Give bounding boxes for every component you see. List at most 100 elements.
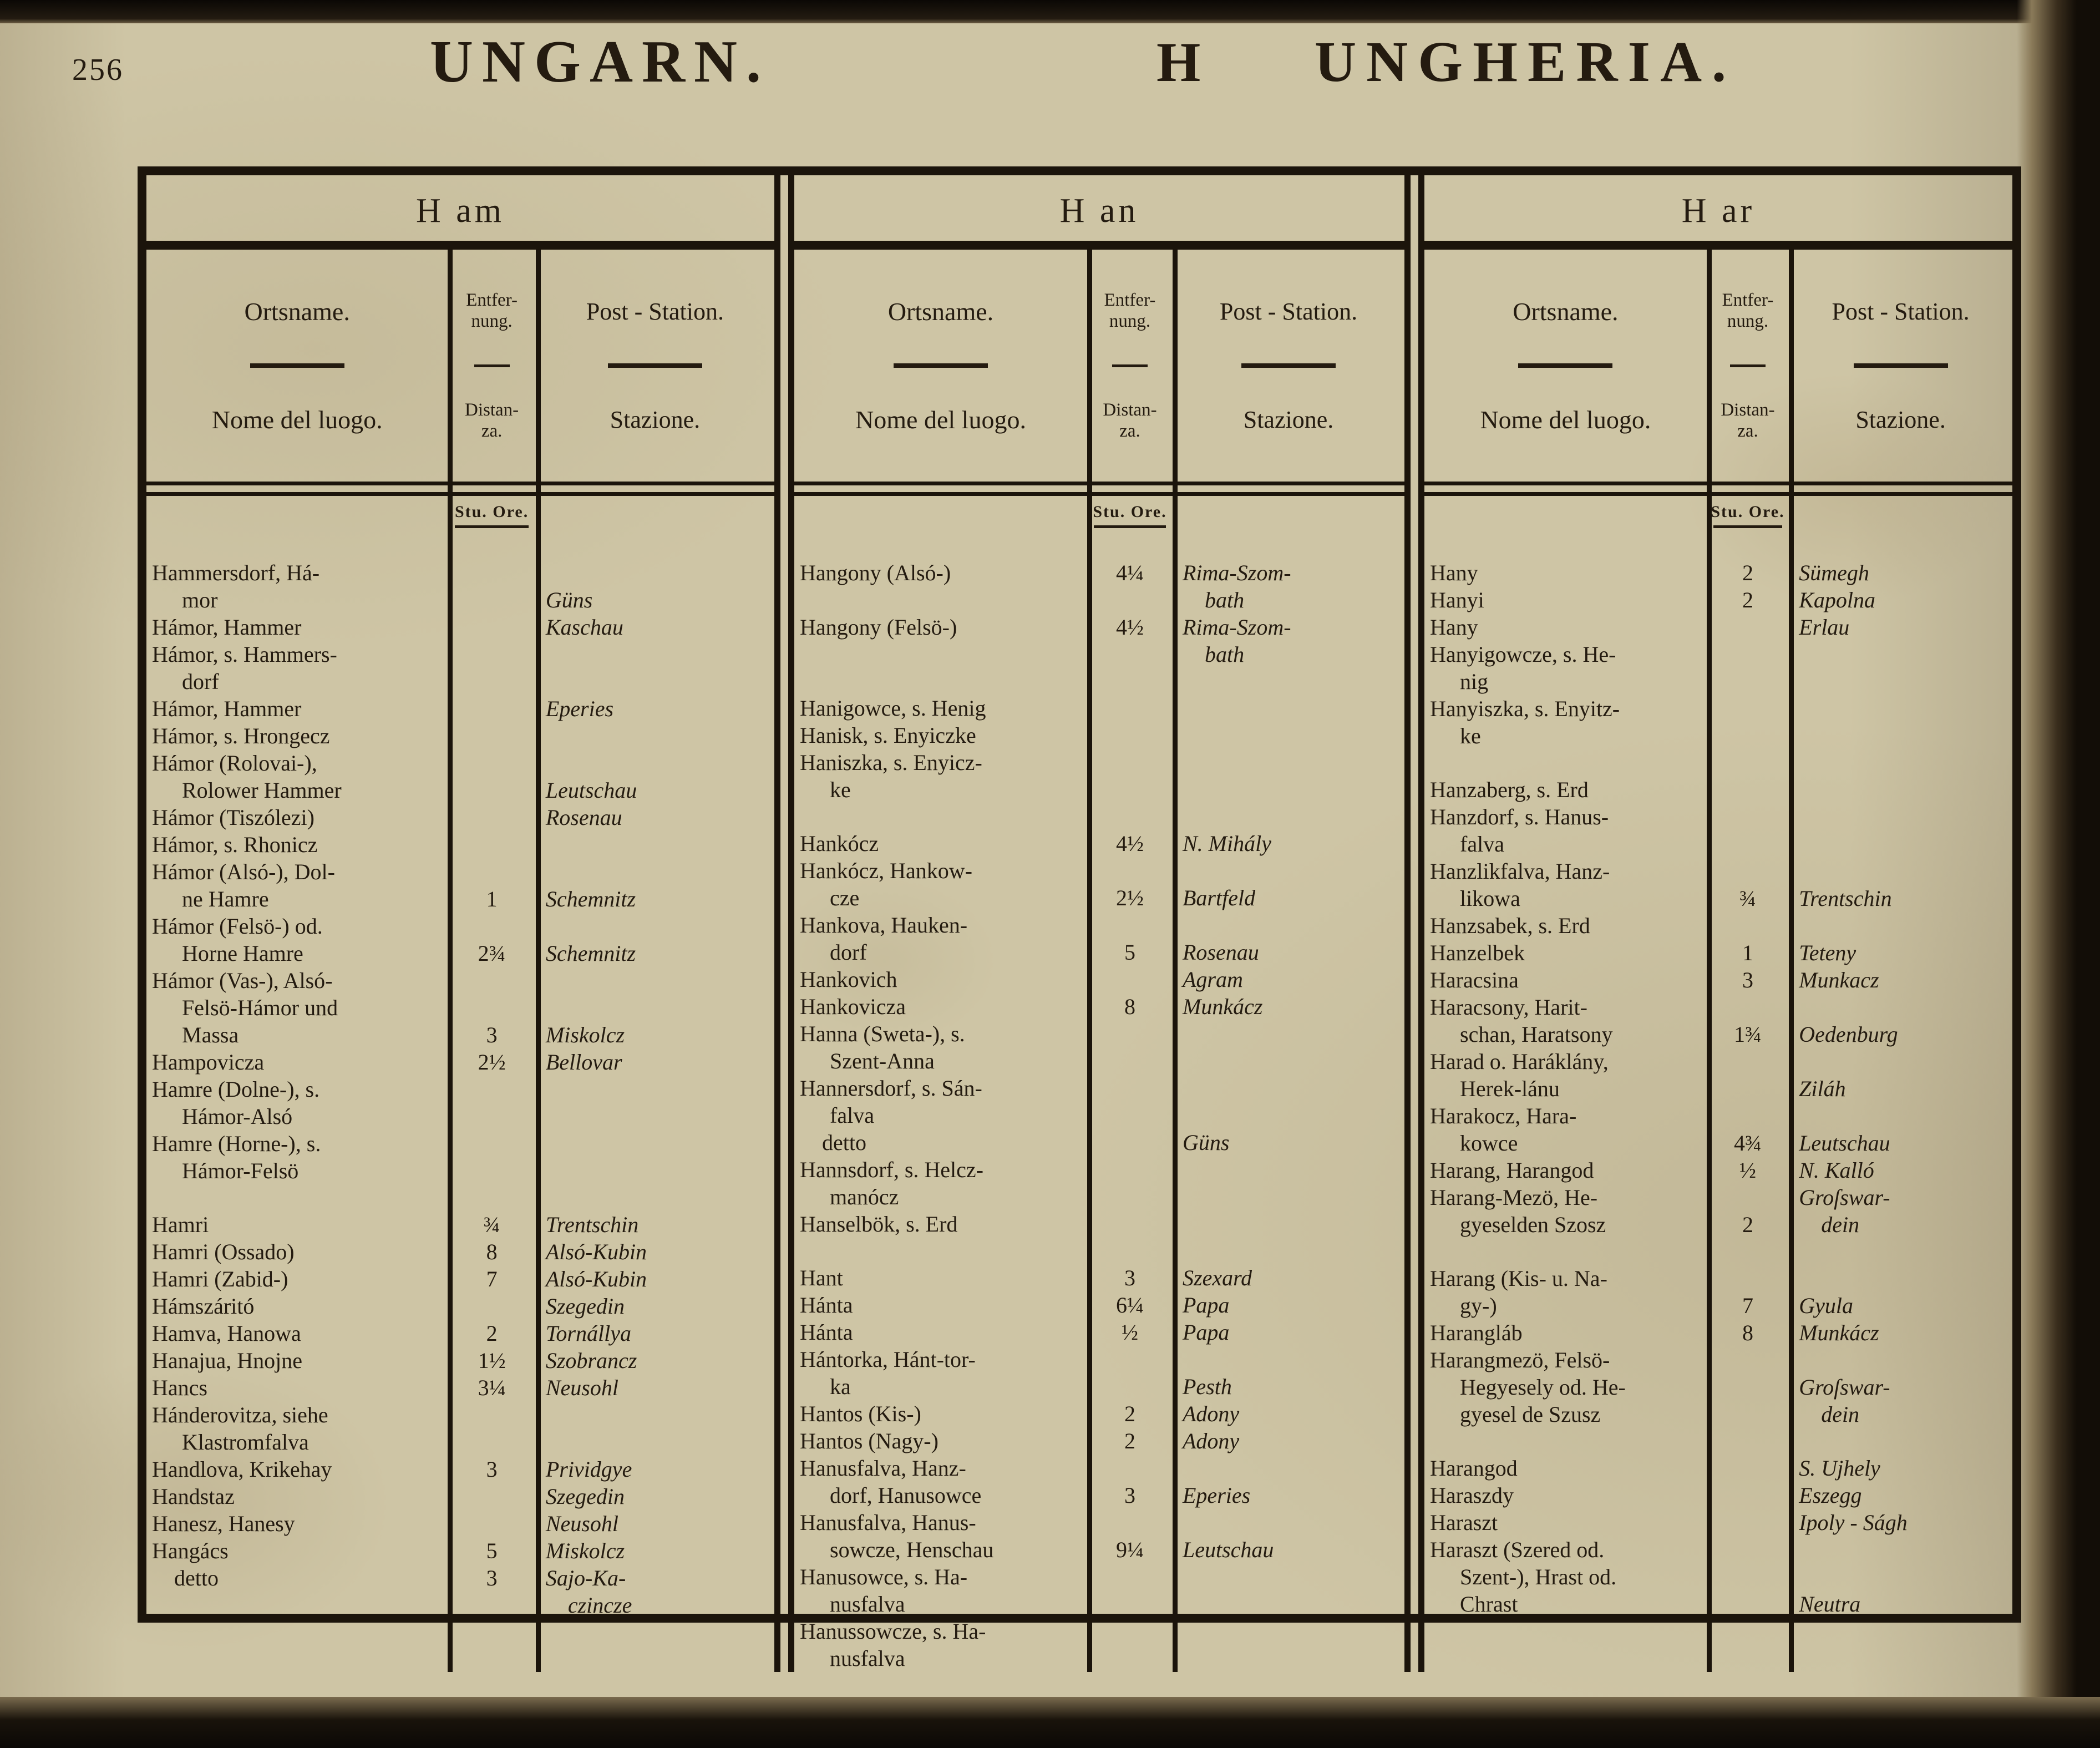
place-name: Hámszáritó [152, 1294, 255, 1319]
column-group: H an Ortsname. Nome del luogo. Entfer- n… [794, 175, 1404, 1672]
table-row: Hámor, Hammer Kaschau [146, 614, 774, 641]
table-row: Hámor, s. Hrongecz [146, 722, 774, 749]
table-row: Hamre (Horne-), s. Hámor-Felsö [146, 1130, 774, 1184]
header-station-italian: Stazione. [1855, 406, 1946, 433]
header-place: Ortsname. Nome del luogo. [794, 250, 1087, 482]
header-station-german: Post - Station. [586, 298, 724, 325]
post-station: Papa [1183, 1293, 1230, 1318]
place-name: Hammersdorf, Há- mor [152, 560, 320, 612]
place-name: Hany [1430, 615, 1478, 640]
place-name: Hany [1430, 560, 1478, 585]
table-row: Hancs 3¼ Neusohl [146, 1374, 774, 1401]
table-row: Hámor (Vas-), Alsó- Felsö-Hámor und Mass… [146, 967, 774, 1048]
post-station: Leutschau [545, 778, 637, 803]
distance-value: 3 [486, 1022, 498, 1047]
table-row: Hanesz, Hanesy Neusohl [146, 1510, 774, 1537]
group-separator-rule [1404, 175, 1424, 1672]
place-name: Hanusowce, s. Ha- nusfalva [800, 1564, 968, 1617]
place-name: Hanyigowcze, s. He- nig [1430, 642, 1616, 694]
header-place-italian: Nome del luogo. [855, 406, 1026, 434]
place-name: Hancs [152, 1375, 207, 1400]
header-station-german: Post - Station. [1832, 298, 1970, 325]
post-station: Neusohl [545, 1511, 618, 1536]
place-name: Harang (Kis- u. Na- gy-) [1430, 1266, 1607, 1318]
table-row: Hántorka, Hánt-tor- ka Pesth [794, 1346, 1404, 1400]
table-row: Hámor, s. Rhonicz [146, 831, 774, 858]
table-row: Hanna (Sweta-), s. Szent-Anna [794, 1020, 1404, 1075]
distance-value: 4¼ [1116, 560, 1144, 585]
table-row: Hanisk, s. Enyiczke [794, 722, 1404, 749]
post-station: Rima-Szom- bath [1183, 615, 1291, 667]
column-headers: Ortsname. Nome del luogo. Entfer- nung. … [794, 250, 1404, 482]
post-station: Leutschau [1799, 1131, 1890, 1156]
post-station: Bellovar [545, 1050, 622, 1075]
post-station: Güns [545, 587, 593, 612]
header-place-italian: Nome del luogo. [1480, 406, 1651, 434]
distance-value: 4½ [1116, 615, 1144, 640]
post-station: Neusohl [545, 1375, 618, 1400]
post-station: Alsó-Kubin [545, 1266, 647, 1291]
post-station: Prividgye [545, 1457, 632, 1482]
table-row: Hany Erlau [1424, 614, 2012, 641]
divider-dash [1518, 363, 1613, 368]
place-name: Hámor, Hammer [152, 696, 302, 721]
post-station: Adony [1183, 1401, 1240, 1426]
distance-value: 2 [1742, 560, 1753, 585]
table-row: Hammersdorf, Há- mor Güns [146, 559, 774, 614]
unit-row: Stu. Ore. [794, 496, 1404, 550]
post-station: Ziláh [1799, 1076, 1846, 1101]
table-row: Harangláb 8 Munkácz [1424, 1319, 2012, 1346]
place-name: Hanisk, s. Enyiczke [800, 723, 976, 748]
header-distance-italian: Distan- za. [465, 399, 519, 441]
header-distance-german: Entfer- nung. [466, 290, 518, 332]
distance-value: 5 [1124, 940, 1135, 965]
distance-value: ½ [1739, 1158, 1756, 1183]
group-rows: Hany 2 Sümegh Hanyi 2 Kapolna Hany Erlau Hanyigo… [1424, 550, 2012, 1672]
place-name: Haniszka, s. Enyicz- ke [800, 750, 982, 802]
distance-value: 7 [1742, 1293, 1753, 1318]
header-distance-italian: Distan- za. [1721, 399, 1775, 441]
distance-value: 5 [486, 1538, 498, 1563]
double-rule [794, 482, 1404, 496]
place-name: Hámor, Hammer [152, 615, 302, 640]
place-name: Hámor, s. Hammers- dorf [152, 642, 337, 694]
header-station: Post - Station. Stazione. [1173, 250, 1404, 482]
post-station: Eperies [1183, 1483, 1251, 1508]
table-row: Hamva, Hanowa 2 Tornállya [146, 1320, 774, 1347]
unit-label: Stu. Ore. [1087, 503, 1173, 528]
table-row: Hánderovitza, siehe Klastromfalva [146, 1401, 774, 1456]
table-row: Hámor (Alsó-), Dol- ne Hamre 1 Schemnitz [146, 858, 774, 913]
table-row: Handstaz Szegedin [146, 1483, 774, 1510]
place-name: Hanzlikfalva, Hanz- likowa [1430, 859, 1610, 911]
table-row: Hanselbök, s. Erd [794, 1210, 1404, 1238]
place-name: Hannersdorf, s. Sán- falva [800, 1076, 982, 1128]
post-station: Papa [1183, 1320, 1230, 1345]
table-row: Harang-Mezö, He- gyeselden Szosz 2 Groſswa… [1424, 1184, 2012, 1238]
table-row: Hámor (Tiszólezi) Rosenau [146, 804, 774, 831]
distance-value: 4¾ [1733, 1131, 1762, 1156]
distance-value: 6¼ [1116, 1293, 1144, 1318]
place-name: Hánderovitza, siehe Klastromfalva [152, 1402, 328, 1455]
distance-value: 2¾ [478, 941, 506, 966]
table-row: Hanzsabek, s. Erd [1424, 912, 2012, 939]
place-name: Hamri (Zabid-) [152, 1266, 288, 1291]
double-rule [1424, 482, 2012, 496]
post-station: Trentschin [545, 1212, 639, 1237]
post-station: Kaschau [545, 615, 623, 640]
place-name: detto [822, 1130, 866, 1155]
group-separator-rule [774, 175, 794, 1672]
place-name: detto [174, 1565, 219, 1590]
post-station: Neutra [1799, 1592, 1861, 1617]
place-name: Hampovicza [152, 1050, 265, 1075]
table-row: Hankovich Agram [794, 966, 1404, 993]
post-station: Rosenau [545, 805, 622, 830]
header-place-italian: Nome del luogo. [211, 406, 383, 434]
table-row: Hankócz 4½ N. Mihály [794, 830, 1404, 857]
distance-value: 2½ [478, 1050, 506, 1075]
group-letter: H an [1059, 191, 1139, 230]
header-place-german: Ortsname. [244, 297, 350, 326]
place-name: Hamri [152, 1212, 209, 1237]
distance-value: ¾ [1739, 886, 1756, 911]
header-station: Post - Station. Stazione. [536, 250, 774, 482]
table-row: Hánta 6¼ Papa [794, 1291, 1404, 1319]
